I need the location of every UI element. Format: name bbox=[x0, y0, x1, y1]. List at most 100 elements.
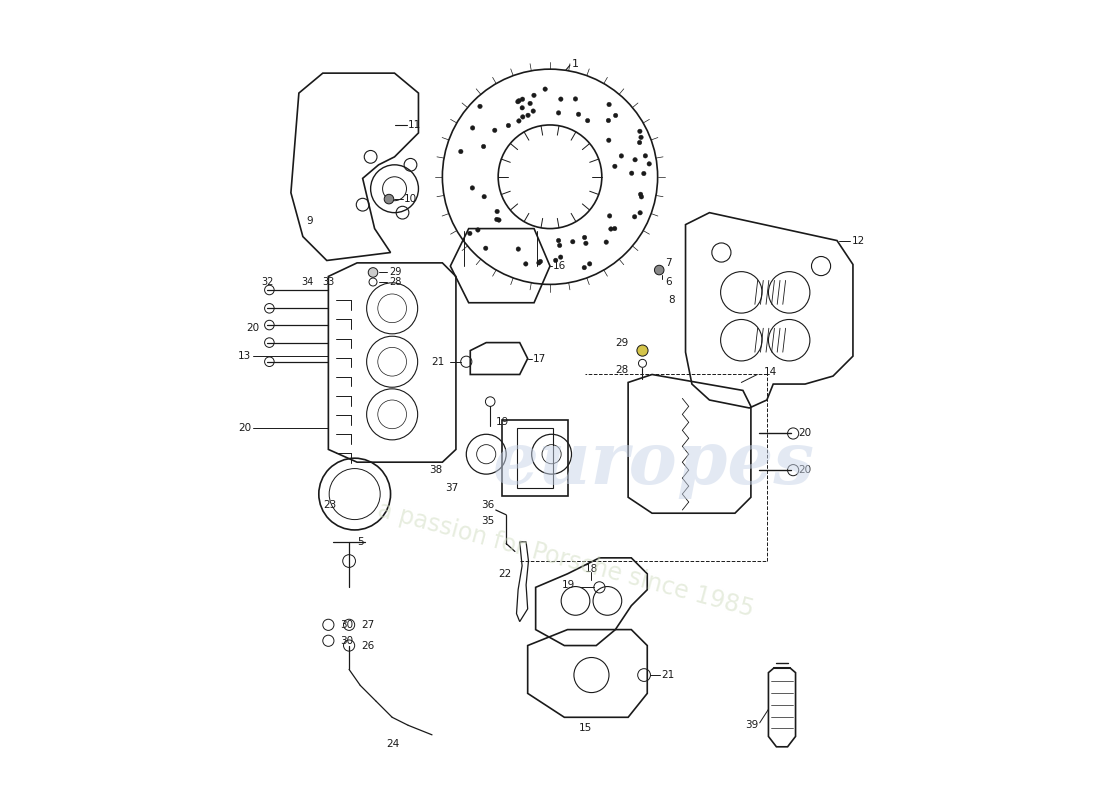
Text: 39: 39 bbox=[746, 720, 759, 730]
Circle shape bbox=[641, 171, 646, 176]
Text: 34: 34 bbox=[301, 277, 314, 287]
Text: 18: 18 bbox=[585, 564, 598, 574]
Text: 6: 6 bbox=[664, 277, 671, 287]
Circle shape bbox=[459, 150, 463, 154]
Circle shape bbox=[524, 262, 528, 266]
Text: 1: 1 bbox=[572, 58, 579, 69]
Text: 37: 37 bbox=[444, 482, 458, 493]
Circle shape bbox=[647, 162, 651, 166]
Text: 8: 8 bbox=[668, 295, 674, 306]
Circle shape bbox=[638, 210, 642, 215]
Text: 38: 38 bbox=[429, 465, 442, 475]
Text: 20: 20 bbox=[799, 465, 812, 475]
Text: 23: 23 bbox=[322, 500, 335, 510]
Text: 20: 20 bbox=[799, 429, 812, 438]
Text: 19: 19 bbox=[496, 418, 509, 427]
Circle shape bbox=[516, 99, 520, 104]
Circle shape bbox=[576, 112, 581, 117]
Circle shape bbox=[384, 194, 394, 204]
Text: 35: 35 bbox=[481, 516, 494, 526]
Circle shape bbox=[526, 113, 530, 118]
Text: 26: 26 bbox=[361, 641, 374, 650]
Circle shape bbox=[553, 258, 558, 262]
Circle shape bbox=[639, 194, 643, 199]
Circle shape bbox=[482, 144, 486, 149]
Circle shape bbox=[584, 241, 588, 246]
Circle shape bbox=[538, 259, 542, 264]
Circle shape bbox=[528, 102, 532, 106]
Text: 29: 29 bbox=[615, 338, 628, 347]
Circle shape bbox=[520, 114, 525, 119]
Text: 17: 17 bbox=[532, 354, 546, 363]
Circle shape bbox=[608, 226, 613, 231]
Circle shape bbox=[516, 247, 520, 251]
Text: 30: 30 bbox=[340, 636, 353, 646]
Circle shape bbox=[482, 194, 486, 199]
Circle shape bbox=[368, 268, 377, 278]
Circle shape bbox=[470, 186, 474, 190]
Circle shape bbox=[644, 154, 648, 158]
Circle shape bbox=[477, 104, 482, 109]
Circle shape bbox=[585, 118, 590, 123]
Circle shape bbox=[637, 140, 641, 145]
Circle shape bbox=[607, 102, 612, 106]
Text: 14: 14 bbox=[763, 367, 777, 377]
Circle shape bbox=[559, 255, 563, 259]
Text: 21: 21 bbox=[431, 357, 444, 366]
Circle shape bbox=[654, 266, 664, 275]
Circle shape bbox=[506, 123, 510, 128]
Text: 21: 21 bbox=[661, 670, 675, 680]
Circle shape bbox=[613, 164, 617, 169]
Circle shape bbox=[517, 98, 521, 103]
Text: 15: 15 bbox=[580, 723, 593, 734]
Circle shape bbox=[497, 218, 502, 222]
Circle shape bbox=[557, 238, 561, 242]
Text: 16: 16 bbox=[552, 261, 565, 271]
Text: 13: 13 bbox=[238, 351, 251, 361]
Circle shape bbox=[571, 239, 575, 244]
Circle shape bbox=[638, 192, 642, 197]
Circle shape bbox=[637, 345, 648, 356]
Circle shape bbox=[639, 135, 643, 139]
Text: 22: 22 bbox=[498, 569, 512, 578]
Circle shape bbox=[495, 210, 499, 214]
Circle shape bbox=[629, 171, 634, 175]
Circle shape bbox=[613, 226, 617, 231]
Circle shape bbox=[531, 93, 536, 98]
Text: 30: 30 bbox=[340, 620, 353, 630]
Text: 28: 28 bbox=[389, 277, 402, 287]
Text: 7: 7 bbox=[664, 258, 671, 268]
Circle shape bbox=[604, 240, 608, 244]
Text: 12: 12 bbox=[851, 235, 865, 246]
Circle shape bbox=[587, 262, 592, 266]
Text: 20: 20 bbox=[246, 323, 258, 334]
Circle shape bbox=[619, 154, 624, 158]
Circle shape bbox=[468, 231, 472, 236]
Circle shape bbox=[559, 97, 563, 102]
Circle shape bbox=[520, 97, 525, 102]
Circle shape bbox=[471, 126, 475, 130]
Text: 11: 11 bbox=[408, 120, 421, 130]
Text: 10: 10 bbox=[404, 194, 417, 204]
Text: 36: 36 bbox=[481, 500, 494, 510]
Circle shape bbox=[520, 106, 525, 110]
Circle shape bbox=[606, 138, 610, 142]
Text: 28: 28 bbox=[615, 365, 628, 374]
Text: 29: 29 bbox=[389, 267, 402, 278]
Circle shape bbox=[607, 214, 612, 218]
Text: 9: 9 bbox=[307, 216, 314, 226]
Circle shape bbox=[557, 110, 561, 115]
Circle shape bbox=[573, 97, 578, 101]
Text: 19: 19 bbox=[562, 580, 575, 590]
Circle shape bbox=[638, 129, 642, 134]
Circle shape bbox=[495, 217, 499, 222]
Circle shape bbox=[582, 266, 586, 270]
Circle shape bbox=[517, 118, 521, 123]
Circle shape bbox=[614, 114, 618, 118]
Circle shape bbox=[537, 261, 541, 265]
Circle shape bbox=[632, 214, 637, 219]
Circle shape bbox=[475, 228, 480, 232]
Circle shape bbox=[543, 87, 548, 91]
Text: 5: 5 bbox=[358, 537, 364, 547]
Circle shape bbox=[493, 128, 497, 133]
